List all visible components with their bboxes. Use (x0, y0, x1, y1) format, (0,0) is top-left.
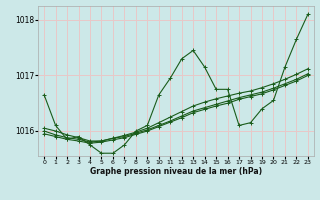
X-axis label: Graphe pression niveau de la mer (hPa): Graphe pression niveau de la mer (hPa) (90, 167, 262, 176)
